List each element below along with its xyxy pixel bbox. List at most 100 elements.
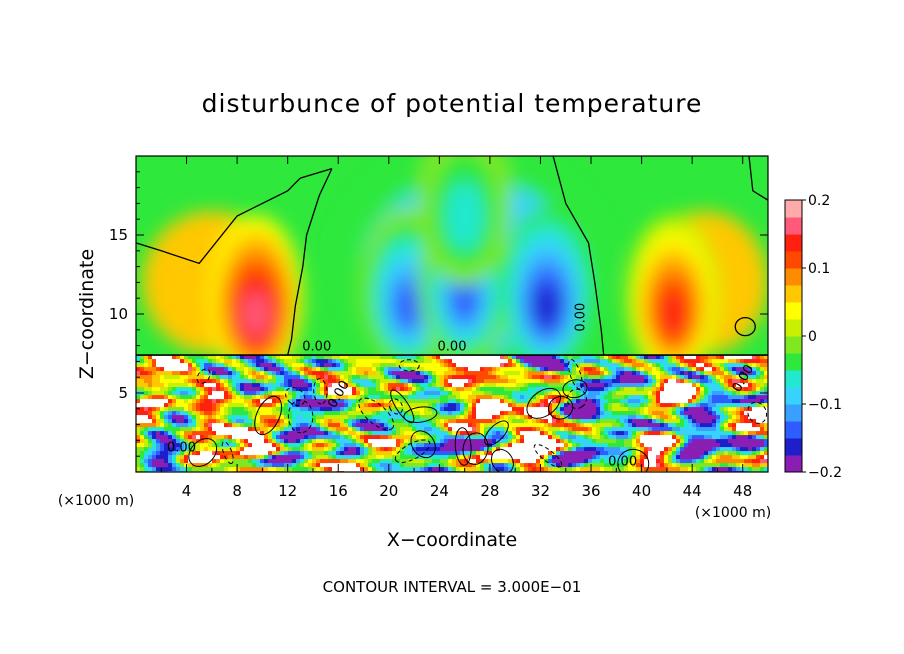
turbulence-cell	[548, 455, 553, 460]
turbulence-cell	[200, 431, 205, 436]
turbulence-cell	[660, 463, 665, 468]
turbulence-cell	[760, 387, 765, 392]
turbulence-cell	[676, 387, 681, 392]
turbulence-cell	[272, 423, 277, 428]
turbulence-cell	[480, 403, 485, 408]
turbulence-cell	[612, 403, 617, 408]
turbulence-cell	[652, 431, 657, 436]
turbulence-cell	[392, 355, 397, 360]
turbulence-cell	[716, 463, 721, 468]
turbulence-cell	[664, 363, 669, 368]
turbulence-cell	[576, 459, 581, 464]
turbulence-cell	[360, 379, 365, 384]
turbulent-contour	[526, 387, 562, 419]
turbulence-cell	[460, 451, 465, 456]
turbulence-cell	[188, 391, 193, 396]
turbulence-cell	[612, 371, 617, 376]
turbulence-cell	[520, 439, 525, 444]
turbulence-cell	[396, 459, 401, 464]
turbulence-cell	[668, 355, 673, 360]
turbulence-cell	[668, 463, 673, 468]
turbulence-cell	[432, 447, 437, 452]
turbulence-cell	[136, 431, 141, 436]
turbulence-cell	[168, 459, 173, 464]
turbulence-cell	[716, 411, 721, 416]
turbulence-cell	[400, 407, 405, 412]
turbulence-cell	[216, 439, 221, 444]
turbulence-cell	[188, 439, 193, 444]
turbulence-cell	[172, 427, 177, 432]
turbulence-cell	[404, 455, 409, 460]
turbulence-cell	[672, 459, 677, 464]
turbulence-cell	[364, 399, 369, 404]
turbulence-cell	[428, 383, 433, 388]
turbulence-cell	[168, 403, 173, 408]
turbulence-cell	[208, 427, 213, 432]
turbulence-cell	[460, 395, 465, 400]
turbulence-cell	[688, 467, 693, 472]
turbulence-cell	[560, 423, 565, 428]
turbulence-cell	[720, 407, 725, 412]
turbulence-cell	[416, 363, 421, 368]
turbulence-cell	[540, 395, 545, 400]
turbulence-cell	[580, 391, 585, 396]
colorbar-band	[785, 404, 802, 422]
turbulence-cell	[436, 391, 441, 396]
turbulence-cell	[236, 447, 241, 452]
turbulence-cell	[240, 383, 245, 388]
turbulence-cell	[764, 447, 768, 452]
turbulence-cell	[728, 443, 733, 448]
turbulence-cell	[248, 371, 253, 376]
turbulence-cell	[528, 435, 533, 440]
turbulence-cell	[680, 423, 685, 428]
turbulence-cell	[736, 403, 741, 408]
turbulence-cell	[252, 367, 257, 372]
turbulence-cell	[668, 467, 673, 472]
turbulence-cell	[520, 459, 525, 464]
turbulence-cell	[408, 451, 413, 456]
turbulence-cell	[284, 383, 289, 388]
turbulence-cell	[408, 387, 413, 392]
turbulence-cell	[564, 431, 569, 436]
turbulence-cell	[332, 359, 337, 364]
turbulence-cell	[216, 355, 221, 360]
turbulence-cell	[472, 439, 477, 444]
turbulence-cell	[232, 375, 237, 380]
turbulence-cell	[232, 371, 237, 376]
turbulence-cell	[532, 423, 537, 428]
turbulence-cell	[516, 415, 521, 420]
turbulence-cell	[728, 407, 733, 412]
turbulence-cell	[696, 391, 701, 396]
turbulence-cell	[664, 435, 669, 440]
turbulence-cell	[168, 359, 173, 364]
turbulence-cell	[452, 407, 457, 412]
turbulence-cell	[520, 463, 525, 468]
turbulence-cell	[748, 443, 753, 448]
turbulence-cell	[208, 359, 213, 364]
turbulence-cell	[692, 415, 697, 420]
turbulence-cell	[704, 435, 709, 440]
turbulence-cell	[728, 431, 733, 436]
y-tick-label: 10	[109, 305, 128, 323]
turbulence-cell	[324, 443, 329, 448]
turbulence-cell	[592, 363, 597, 368]
turbulence-cell	[648, 371, 653, 376]
turbulence-cell	[648, 451, 653, 456]
turbulent-contour	[398, 359, 420, 372]
turbulence-cell	[204, 403, 209, 408]
turbulence-cell	[288, 435, 293, 440]
turbulence-cell	[732, 451, 737, 456]
turbulence-cell	[256, 427, 261, 432]
turbulence-cell	[748, 439, 753, 444]
turbulence-cell	[756, 415, 761, 420]
turbulence-cell	[720, 451, 725, 456]
turbulence-cell	[500, 363, 505, 368]
turbulence-cell	[492, 455, 497, 460]
turbulence-cell	[340, 443, 345, 448]
turbulence-cell	[244, 427, 249, 432]
turbulence-cell	[516, 427, 521, 432]
turbulence-cell	[244, 375, 249, 380]
turbulence-cell	[556, 383, 561, 388]
turbulence-cell	[756, 435, 761, 440]
turbulence-cell	[392, 459, 397, 464]
